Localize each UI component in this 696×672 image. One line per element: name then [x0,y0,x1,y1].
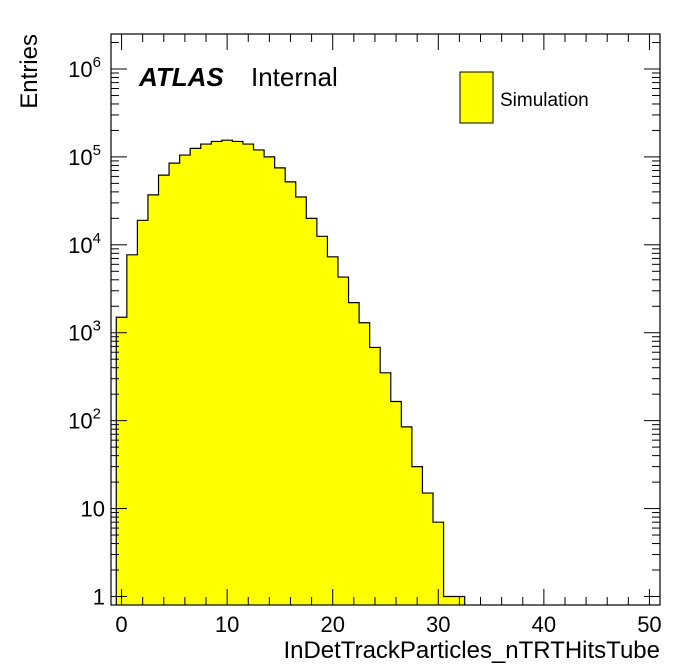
y-axis: 1 10 102 103 104 105 106 [68,42,660,609]
y-tick-label: 10 [81,497,105,522]
histogram-bin [285,181,297,605]
histogram-bin [221,140,233,606]
y-tick-label: 102 [68,406,101,434]
x-axis: 0 10 20 30 40 50 [115,34,662,637]
histogram-bins [116,140,465,606]
plot-frame [110,33,661,606]
internal-label: Internal [251,62,338,92]
histogram-bin [274,167,286,605]
x-tick-label: 20 [320,612,344,637]
y-tick-label: 106 [68,54,101,82]
x-tick-label: 10 [215,612,239,637]
histogram-bin [295,196,307,605]
histogram-bin [264,156,275,605]
histogram-bin [443,596,455,605]
histogram-bin [380,372,392,605]
histogram-bin [179,155,191,605]
histogram-bin [147,194,159,606]
histogram-bin [253,149,265,605]
histogram-bin [137,220,149,605]
atlas-label: ATLAS [138,62,224,92]
legend: Simulation [459,71,589,124]
x-axis-title: InDetTrackParticles_nTRTHitsTube [283,637,660,664]
histogram-bin [306,218,318,605]
histogram-bin [401,426,413,605]
histogram-bin [348,302,360,605]
histogram-bin [190,148,202,605]
x-tick-label: 30 [426,612,450,637]
histogram-bin [390,401,402,605]
histogram-bin [116,317,128,605]
y-tick-label: 105 [68,142,101,170]
histogram-bin [327,256,339,605]
histogram-bin [316,236,328,605]
y-axis-title: Entries [16,34,43,109]
histogram-bin [169,163,180,606]
histogram-bin [337,277,349,605]
histogram-bin [211,141,223,606]
x-tick-label: 0 [115,612,127,637]
y-tick-label: 103 [68,318,101,346]
histogram-bin [158,175,170,605]
histogram-bin [359,322,370,605]
histogram-outline [115,139,466,605]
legend-label-simulation: Simulation [500,90,589,111]
histogram-bin [242,144,254,605]
histogram-bin [200,144,212,605]
y-tick-label: 104 [68,230,101,258]
histogram-bin [411,466,423,605]
legend-swatch [459,71,494,124]
y-tick-label: 1 [93,584,105,609]
histogram-bin [369,347,381,605]
histogram-bin [232,141,244,606]
x-tick-label: 50 [637,612,661,637]
histogram-bin [422,493,434,605]
x-tick-label: 40 [532,612,556,637]
histogram-bin [126,254,138,606]
histogram-bin [433,522,444,605]
